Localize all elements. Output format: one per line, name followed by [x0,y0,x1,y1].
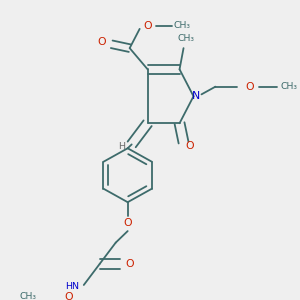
Text: CH₃: CH₃ [177,34,194,43]
Text: N: N [191,91,200,101]
Text: HN: HN [65,282,79,291]
Text: O: O [98,38,106,47]
Text: O: O [64,292,73,300]
Text: CH₃: CH₃ [173,22,190,31]
Text: CH₃: CH₃ [281,82,298,91]
Text: O: O [123,218,132,228]
Text: O: O [185,141,194,151]
Text: O: O [143,21,152,31]
Text: O: O [245,82,254,92]
Text: CH₃: CH₃ [20,292,37,300]
Text: O: O [125,259,134,269]
Text: H: H [118,142,125,151]
